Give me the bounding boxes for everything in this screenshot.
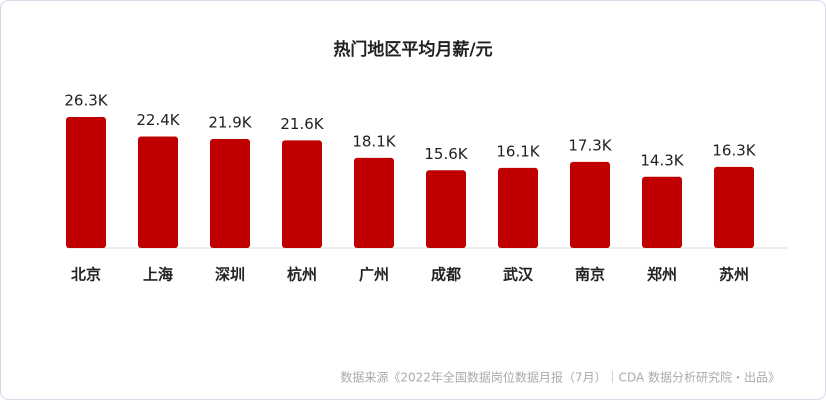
- bar: [210, 138, 250, 248]
- x-tick-label: 苏州: [719, 266, 749, 284]
- x-tick-label: 杭州: [287, 266, 317, 284]
- value-label: 15.6K: [424, 145, 468, 163]
- x-tick-label: 武汉: [503, 266, 534, 284]
- value-label: 16.3K: [712, 141, 756, 159]
- bar: [426, 170, 466, 248]
- value-label: 16.1K: [496, 142, 540, 160]
- x-tick-label: 广州: [359, 266, 389, 284]
- bar: [282, 140, 322, 248]
- source-note: 数据来源《2022年全国数据岗位数据月报（7月）｜CDA 数据分析研究院・出品》: [340, 370, 780, 385]
- value-label: 14.3K: [640, 151, 684, 169]
- value-label: 17.3K: [568, 136, 612, 154]
- value-label: 21.6K: [280, 115, 324, 133]
- x-tick-label: 上海: [143, 266, 173, 284]
- chart-title: 热门地区平均月薪/元: [333, 39, 492, 60]
- x-tick-label: 深圳: [215, 266, 245, 284]
- bar: [138, 136, 178, 248]
- value-label: 26.3K: [64, 92, 108, 110]
- value-label: 22.4K: [136, 111, 180, 129]
- bar: [642, 176, 682, 248]
- bar: [354, 157, 394, 248]
- bar: [66, 117, 106, 248]
- x-tick-label: 北京: [71, 266, 101, 284]
- bar: [570, 161, 610, 248]
- bar: [498, 167, 538, 248]
- x-tick-label: 郑州: [647, 266, 677, 284]
- value-label: 18.1K: [352, 132, 396, 150]
- bar: [714, 166, 754, 248]
- x-tick-label: 南京: [575, 266, 605, 284]
- value-label: 21.9K: [208, 113, 252, 131]
- x-tick-label: 成都: [431, 266, 461, 284]
